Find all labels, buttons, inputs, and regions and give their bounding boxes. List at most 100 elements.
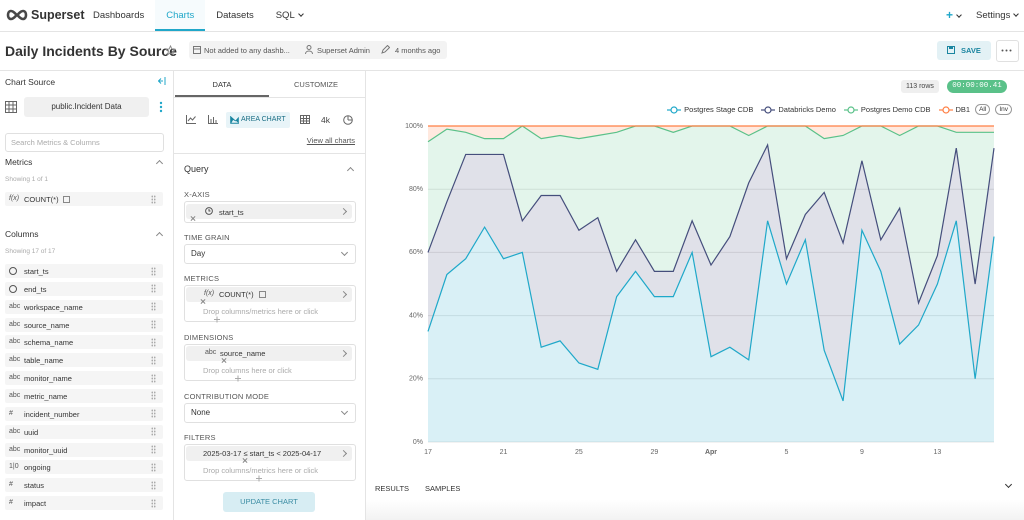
metric-item[interactable] [5,192,163,206]
search-input[interactable] [5,133,164,152]
drag-handle[interactable] [151,266,156,276]
column-item[interactable] [5,299,163,314]
menu-item[interactable]: Charts [155,0,206,31]
section-title[interactable]: Query [184,164,209,174]
search-placeholder[interactable]: Search Metrics & Columns [11,138,100,147]
drag-handle[interactable] [151,427,156,437]
settings-menu[interactable]: Settings [976,10,1018,21]
new-button[interactable]: + [946,8,961,22]
drag-handle[interactable] [151,320,156,330]
legend-item[interactable]: Postgres Demo CDB [843,105,931,114]
bar-chart-icon[interactable] [208,115,218,124]
drag-handle[interactable] [151,498,156,508]
legend-button[interactable]: All [975,104,991,115]
results-tab[interactable]: RESULTS [375,484,410,493]
column-item[interactable] [5,442,163,457]
tab[interactable]: CUSTOMIZE [293,80,339,89]
owner[interactable]: Superset Admin [317,46,370,55]
column-item[interactable] [5,353,163,368]
collapse-icon[interactable] [158,77,166,85]
metric-pill[interactable] [186,287,352,302]
menu-item[interactable]: SQL [265,0,314,31]
column-item[interactable] [5,371,163,386]
add-icon[interactable] [213,316,220,322]
dataset-menu[interactable] [159,101,163,113]
column-type: abc [9,356,21,364]
add-icon[interactable] [234,375,241,381]
legend-item[interactable]: DB1 [938,105,970,114]
column-item[interactable] [5,281,163,296]
viz-type-selected[interactable] [226,112,290,128]
drag-handle[interactable] [151,409,156,419]
column-item[interactable] [5,478,163,493]
favorite-star[interactable] [165,45,176,56]
filter-pill[interactable] [186,446,352,461]
pie-chart-icon[interactable] [343,115,353,125]
remove-icon[interactable] [190,215,196,221]
drag-handle[interactable] [151,373,156,383]
drag-handle[interactable] [151,391,156,401]
dashboards-info[interactable]: Not added to any dashb... [204,46,290,55]
save-button[interactable] [937,41,991,60]
view-all-charts[interactable]: View all charts [306,136,355,145]
table-chart-icon[interactable] [300,115,310,124]
tab[interactable]: DATA [212,80,232,89]
section-chevron[interactable] [346,166,355,175]
expand-chevron[interactable] [1004,480,1013,489]
column-item[interactable] [5,460,163,475]
big-number-icon[interactable]: 4k [321,115,330,125]
brand[interactable]: Superset [31,8,85,22]
drop-zone[interactable]: Drop columns here or click [203,366,292,375]
drop-zone[interactable]: Drop columns/metrics here or click [203,307,319,316]
update-chart-label[interactable]: UPDATE CHART [240,497,298,506]
drag-handle[interactable] [151,480,156,490]
viz-type-name[interactable]: AREA CHART [241,116,286,123]
column-item[interactable] [5,317,163,332]
drag-handle[interactable] [151,337,156,347]
contribution-value[interactable]: None [191,408,211,417]
menu-item[interactable]: Datasets [216,10,254,21]
legend-item[interactable]: Databricks Demo [761,105,836,114]
drag-handle[interactable] [151,355,156,365]
dimension-pill[interactable] [186,346,352,361]
contribution-select[interactable] [184,403,356,423]
column-item[interactable] [5,335,163,350]
chart-title[interactable]: Daily Incidents By Source [5,43,177,59]
samples-tab[interactable]: SAMPLES [425,484,461,493]
metric-pill-type: f(x) [204,290,215,297]
x-axis-pill[interactable] [186,204,352,219]
columns-heading[interactable]: Columns [5,229,39,239]
collapse-chevron[interactable] [155,159,164,168]
menu-item[interactable]: Dashboards [93,10,145,21]
column-item[interactable] [5,388,163,403]
time-grain-value[interactable]: Day [191,249,206,258]
column-item[interactable] [5,264,163,278]
line-chart-icon[interactable] [186,115,196,124]
column-item[interactable] [5,424,163,439]
modified[interactable]: 4 months ago [395,46,441,55]
save-label[interactable]: SAVE [961,46,981,55]
drag-handle[interactable] [151,445,156,454]
update-chart-button[interactable] [223,492,315,512]
time-grain-select[interactable] [184,244,356,264]
column-item[interactable] [5,496,163,511]
drag-handle[interactable] [151,462,156,472]
drop-zone[interactable]: Drop columns/metrics here or click [203,466,319,475]
dataset-box[interactable] [24,97,149,117]
more-button[interactable] [996,40,1019,62]
collapse-chevron[interactable] [155,231,164,240]
drag-handle[interactable] [151,284,156,294]
remove-icon[interactable] [200,298,206,304]
legend-marker [667,105,682,114]
drag-handle[interactable] [151,302,156,312]
legend-button[interactable]: Inv [995,104,1012,115]
panel-divider [365,71,366,520]
dataset-name[interactable]: public.Incident Data [51,102,122,111]
drag-handle[interactable] [151,195,156,204]
add-icon[interactable] [255,475,262,481]
metrics-heading[interactable]: Metrics [5,157,33,167]
legend-item[interactable]: Postgres Stage CDB [667,105,753,114]
tab-divider [174,97,365,98]
column-item[interactable] [5,406,163,421]
